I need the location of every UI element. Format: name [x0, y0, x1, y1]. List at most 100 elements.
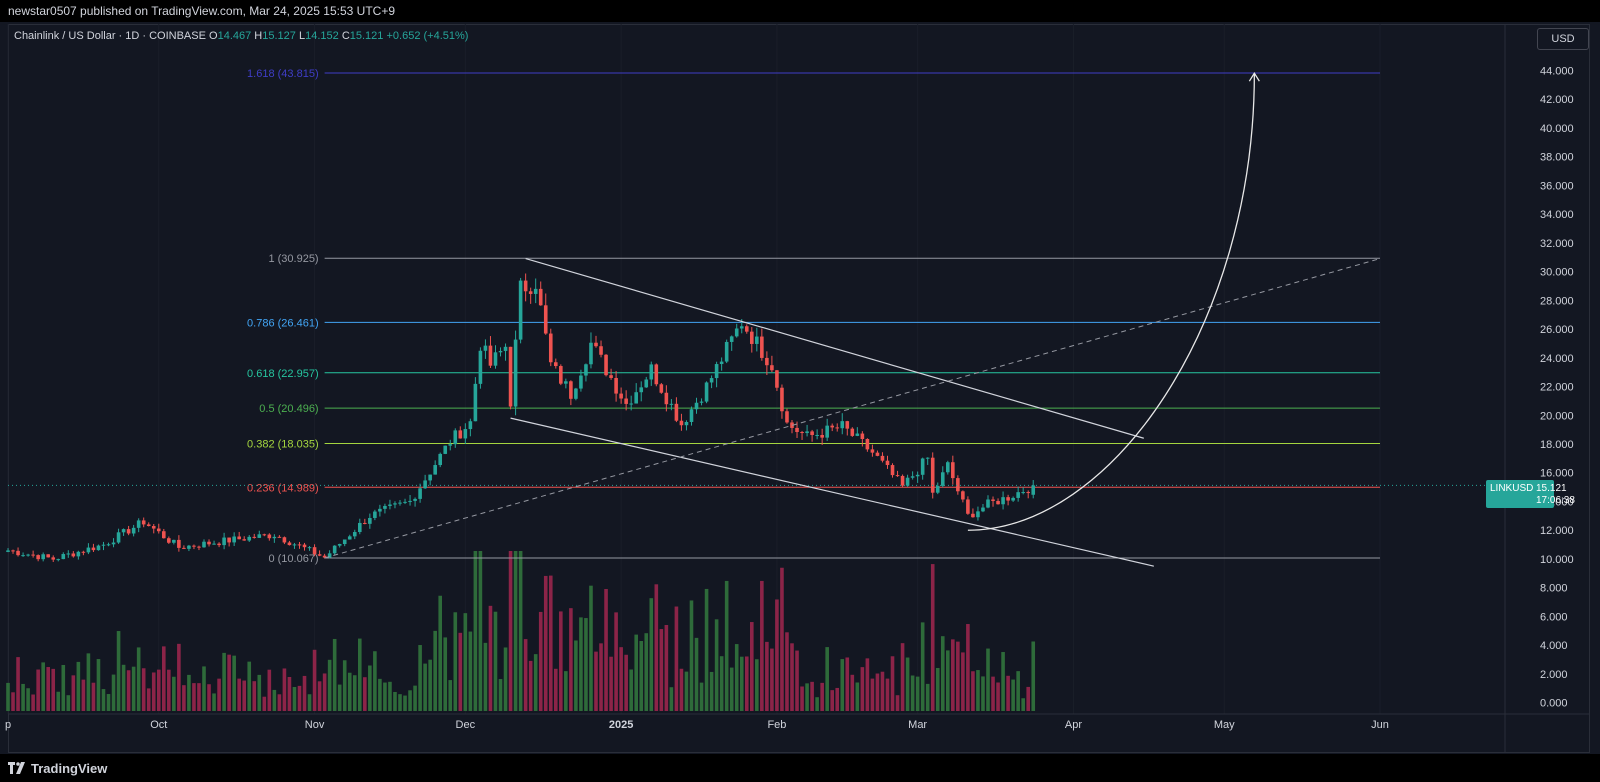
candle-body [855, 433, 860, 436]
candle-body [644, 379, 649, 388]
candle-body [749, 331, 754, 344]
candle-body [518, 280, 523, 340]
volume-bar [282, 668, 287, 711]
volume-bar [915, 676, 920, 711]
volume-bar [136, 647, 141, 711]
volume-bar [187, 674, 191, 711]
volume-bar [709, 671, 714, 711]
candle-body [1031, 485, 1036, 495]
candle-body [966, 499, 970, 514]
grid-layer [7, 24, 1381, 714]
candle-body [930, 457, 935, 493]
arrow-head-icon [1248, 71, 1260, 82]
volume-bar [182, 685, 186, 711]
candle-body [378, 508, 382, 512]
volume-bar [453, 612, 458, 711]
volume-bar [780, 567, 784, 711]
volume-bar [830, 690, 835, 711]
volume-bar [649, 598, 654, 711]
candle-body [151, 526, 156, 529]
x-tick-label: Feb [767, 719, 786, 731]
x-tick-label: Oct [150, 719, 167, 731]
volume-bar [528, 660, 533, 711]
volume-bar [91, 682, 96, 711]
candle-body [744, 326, 749, 332]
volume-bar [760, 580, 764, 711]
candle-body [478, 350, 483, 384]
candle-body [654, 364, 659, 385]
volume-bar [513, 551, 518, 711]
volume-bar [659, 629, 664, 711]
volume-bar [840, 659, 845, 711]
candle-body [1026, 492, 1031, 494]
volume-bar [729, 667, 734, 711]
candle-body [956, 478, 960, 492]
candle-body [463, 429, 468, 439]
volume-bar [1021, 698, 1025, 711]
candle-body [890, 465, 895, 476]
candle-body [815, 434, 819, 436]
price-tag-countdown: 17:06:38 [1536, 495, 1575, 506]
candle-body [332, 545, 337, 554]
candle-body [46, 554, 51, 558]
y-tick-label: 8.000 [1540, 583, 1568, 595]
candle-body [212, 543, 216, 545]
candle-body [553, 362, 558, 367]
candle-body [493, 352, 498, 366]
candle-body [483, 345, 488, 351]
candle-body [136, 520, 141, 528]
volume-bar [378, 678, 382, 711]
currency-button[interactable]: USD [1537, 28, 1589, 50]
volume-bar [518, 551, 523, 711]
volume-bar [116, 631, 121, 711]
y-tick-label: 0.000 [1540, 698, 1568, 710]
x-tick-label: Nov [305, 719, 325, 731]
candle-body [925, 457, 930, 459]
candle-body [91, 547, 96, 551]
volume-bar [719, 656, 724, 711]
volume-bar [46, 667, 51, 711]
y-tick-label: 12.000 [1540, 525, 1574, 537]
candle-body [373, 511, 377, 518]
candle-body [327, 553, 332, 558]
candle-body [383, 505, 387, 509]
candle-body [659, 384, 664, 393]
y-tick-label: 40.000 [1540, 123, 1574, 135]
volume-bar [694, 637, 699, 711]
y-tick-label: 6.000 [1540, 611, 1568, 623]
candle-body [267, 534, 272, 539]
volume-bar [403, 695, 407, 711]
volume-bar [448, 680, 453, 711]
candle-body [187, 545, 191, 549]
candle-body [619, 393, 623, 399]
volume-bar [925, 683, 930, 711]
volume-bar [935, 667, 940, 711]
candle-body [584, 364, 588, 376]
volume-bar [398, 694, 402, 711]
candle-body [503, 346, 508, 351]
fib-level-label: 1 (30.925) [268, 253, 318, 265]
candle-body [448, 444, 453, 446]
candle-body [227, 537, 231, 543]
candle-body [775, 370, 779, 388]
dashed-trendline [324, 258, 1381, 559]
volume-bar [458, 632, 463, 711]
candle-body [76, 551, 81, 557]
candle-body [56, 559, 61, 561]
volume-bar [1001, 652, 1005, 711]
candle-body [192, 545, 196, 547]
candle-body [760, 336, 764, 358]
price-tag: LINKUSD 15.121 17:06:38 [1486, 480, 1575, 508]
candle-body [177, 539, 181, 548]
volume-bar [669, 687, 674, 711]
volume-bar [574, 640, 578, 711]
high-value: 15.127 [262, 30, 296, 42]
price-tag-box [1486, 480, 1554, 508]
candle-body [780, 387, 784, 412]
volume-bar [478, 551, 483, 711]
candle-body [614, 377, 618, 394]
volume-bar [880, 671, 885, 711]
volume-bar [317, 681, 322, 711]
volume-bar [785, 632, 789, 711]
